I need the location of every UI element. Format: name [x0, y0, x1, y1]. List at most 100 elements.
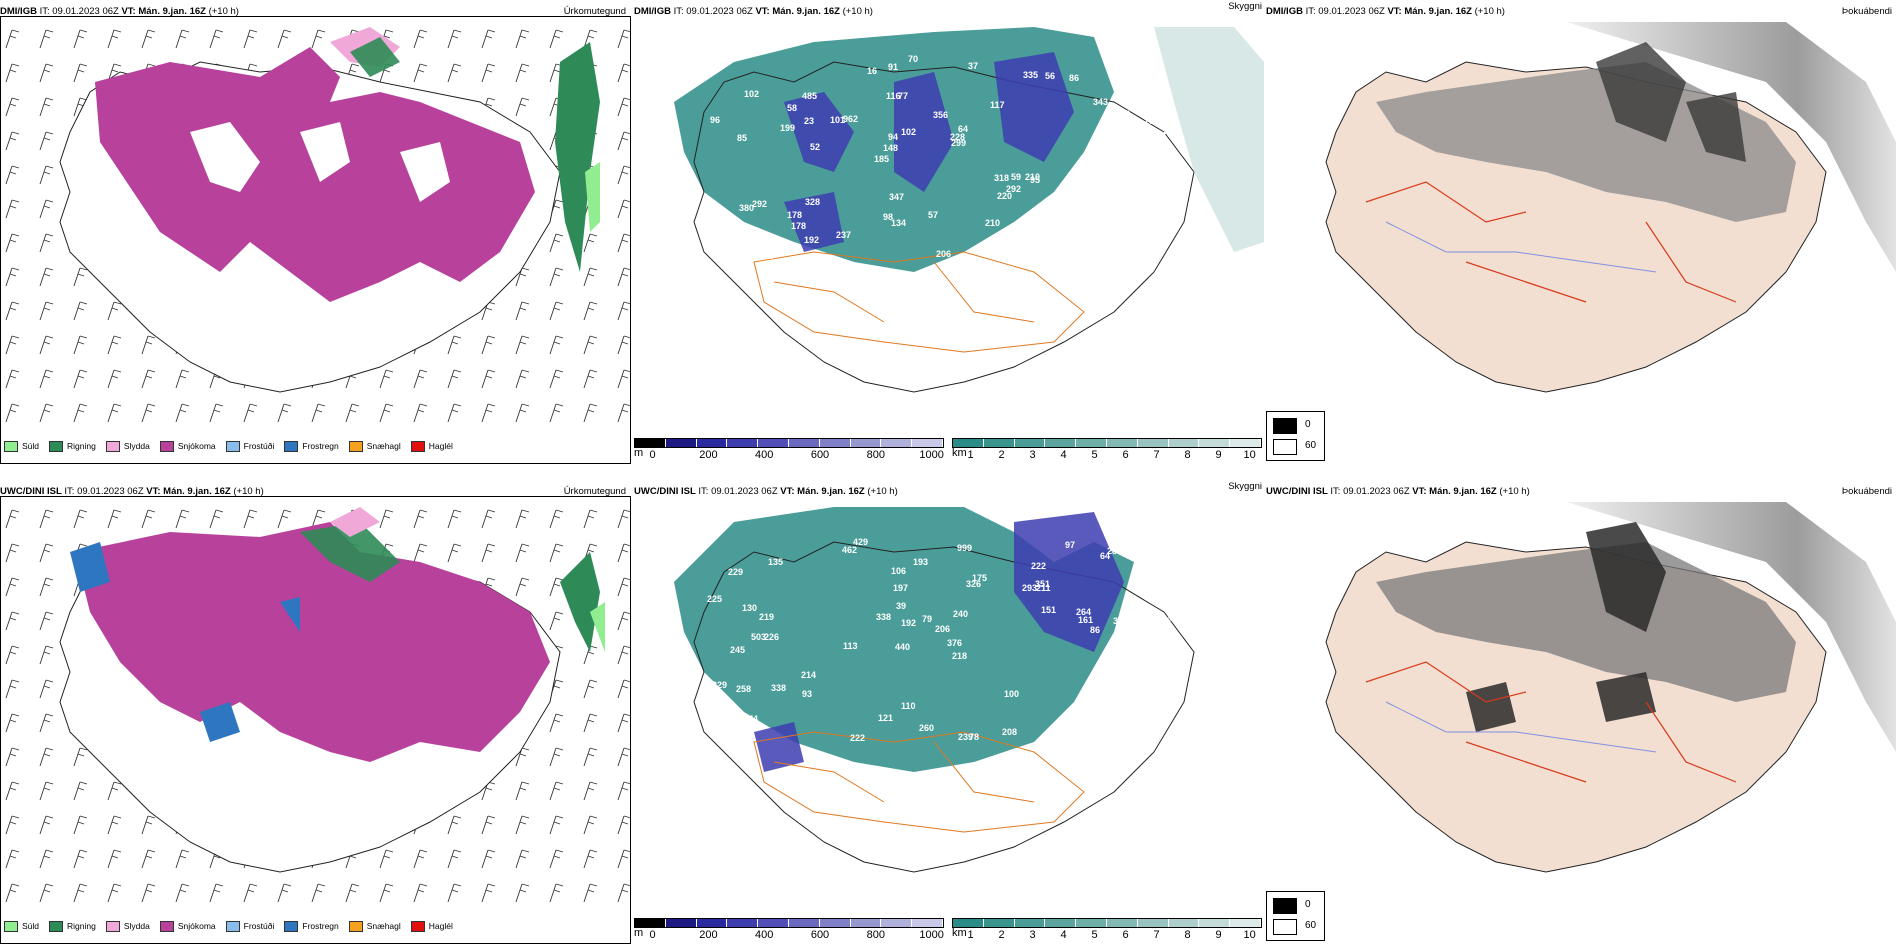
colorbar-block [1076, 919, 1107, 927]
fog-map [1266, 22, 1896, 422]
visibility-value-label: 999 [957, 543, 972, 553]
fog-label-0: 0 [1305, 419, 1311, 430]
visibility-value-label: 102 [901, 127, 916, 137]
colorbar-tick: 9 [1215, 449, 1222, 461]
visibility-value-label: 240 [953, 609, 968, 619]
visibility-value-label: 134 [891, 218, 906, 228]
colorbar-block [1045, 439, 1077, 447]
lead-label: (+10 h) [233, 486, 264, 497]
vt-value: Mán. 9.jan. 16Z [163, 486, 231, 497]
visibility-value-label: 292 [1006, 184, 1021, 194]
it-value: 09.01.2023 06Z [711, 486, 778, 497]
legend-swatch [4, 920, 18, 932]
visibility-value-label: 66 [757, 244, 767, 254]
legend-label: Súld [22, 921, 40, 931]
colorbar-block [635, 919, 666, 927]
it-label: IT: [39, 6, 50, 17]
legend-item: Rigning [49, 438, 96, 454]
colorbar-block [850, 919, 882, 927]
visibility-value-label: 343 [1093, 97, 1108, 107]
precip-legend: Súld Rigning Slydda Snjókoma Frostúði Fr… [4, 918, 463, 934]
colorbar-tick: 4 [1060, 449, 1067, 461]
visibility-value-label: 52 [810, 142, 820, 152]
panel-visibility-dmi: DMI/IGB IT: 09.01.2023 06Z VT: Mán. 9.ja… [634, 1, 1264, 464]
visibility-value-label: 100 [1004, 689, 1019, 699]
visibility-value-label: 206 [936, 249, 951, 259]
legend-label: Snjókoma [177, 921, 216, 931]
colorbar-block [983, 439, 1015, 447]
legend-swatch [4, 440, 18, 452]
visibility-value-label: 356 [933, 110, 948, 120]
fog-map [1266, 502, 1896, 902]
it-label: IT: [1305, 6, 1316, 17]
fog-legend: 0 60 [1266, 891, 1325, 941]
visibility-value-label: 226 [764, 632, 779, 642]
colorbar-block [1137, 919, 1169, 927]
legend-item: Haglél [410, 918, 453, 934]
legend-item: Frostregn [284, 438, 339, 454]
visibility-value-label: 225 [707, 594, 722, 604]
visibility-value-label: 116 [886, 91, 901, 101]
legend-label: Slydda [123, 921, 150, 931]
visibility-m-colorbar: 0 200 400 600 800 1000 m [634, 438, 944, 464]
colorbar-tick: 7 [1153, 929, 1160, 941]
precip-map [0, 502, 630, 902]
colorbar-tick: 3 [1029, 449, 1036, 461]
legend-item: Súld [4, 438, 39, 454]
visibility-m-colorbar: 0 200 400 600 800 1000 m [634, 918, 944, 944]
colorbar-block [881, 439, 913, 447]
visibility-value-label: 161 [1078, 615, 1093, 625]
visibility-value-label: 28 [1107, 546, 1117, 556]
legend-swatch [348, 920, 363, 932]
visibility-value-label: 299 [951, 138, 966, 148]
lead-label: (+10 h) [1474, 6, 1505, 17]
visibility-value-label: 119 [718, 229, 733, 239]
colorbar-tick: 4 [1060, 929, 1067, 941]
visibility-value-label: 58 [787, 103, 797, 113]
colorbar-block [953, 919, 984, 927]
visibility-value-label: 245 [730, 645, 745, 655]
visibility-value-label: 59 [1011, 172, 1021, 182]
visibility-value-label: 440 [895, 642, 910, 652]
visibility-value-label: 37 [968, 61, 978, 71]
colorbar-block [788, 919, 820, 927]
vt-label: VT: [1387, 6, 1402, 17]
legend-item: Rigning [49, 918, 96, 934]
visibility-value-label: 260 [919, 723, 934, 733]
colorbar-tick: 1000 [919, 449, 944, 461]
visibility-value-label: 335 [1023, 70, 1038, 80]
legend-swatch [159, 920, 174, 932]
visibility-value-label: 351 [1035, 579, 1050, 589]
unit-km: km [952, 447, 967, 459]
visibility-value-label: 135 [1144, 116, 1159, 126]
colorbar-block [635, 439, 666, 447]
it-value: 09.01.2023 06Z [1343, 486, 1410, 497]
visibility-value-label: 246 [1163, 126, 1178, 136]
panel-type-label: Úrkomutegund [563, 486, 626, 497]
visibility-value-label: 248 [1076, 238, 1091, 248]
visibility-value-label: 462 [842, 545, 857, 555]
visibility-value-label: 199 [780, 123, 795, 133]
colorbar-block [912, 439, 943, 447]
vt-label: VT: [121, 6, 136, 17]
visibility-value-label: 192 [901, 618, 916, 628]
vt-label: VT: [755, 6, 770, 17]
colorbar-block [1230, 439, 1261, 447]
visibility-value-label: 210 [1159, 679, 1174, 689]
visibility-value-label: 78 [969, 732, 979, 742]
fog-label-0: 0 [1305, 899, 1311, 910]
legend-label: Snæhagl [366, 921, 401, 931]
visibility-value-label: 237 [836, 230, 851, 240]
visibility-value-label: 135 [768, 557, 783, 567]
legend-label: Snæhagl [366, 441, 401, 451]
visibility-value-label: 962 [843, 114, 858, 124]
legend-item: Slydda [105, 438, 150, 454]
visibility-value-label: 101 [830, 115, 845, 125]
visibility-value-label: 96 [710, 115, 720, 125]
it-label: IT: [698, 486, 709, 497]
legend-swatch [105, 920, 120, 932]
visibility-value-label: 239 [958, 732, 973, 742]
fog-swatch-60 [1273, 439, 1297, 455]
legend-label: Súld [22, 441, 40, 451]
source-label: DMI/IGB [634, 6, 671, 17]
